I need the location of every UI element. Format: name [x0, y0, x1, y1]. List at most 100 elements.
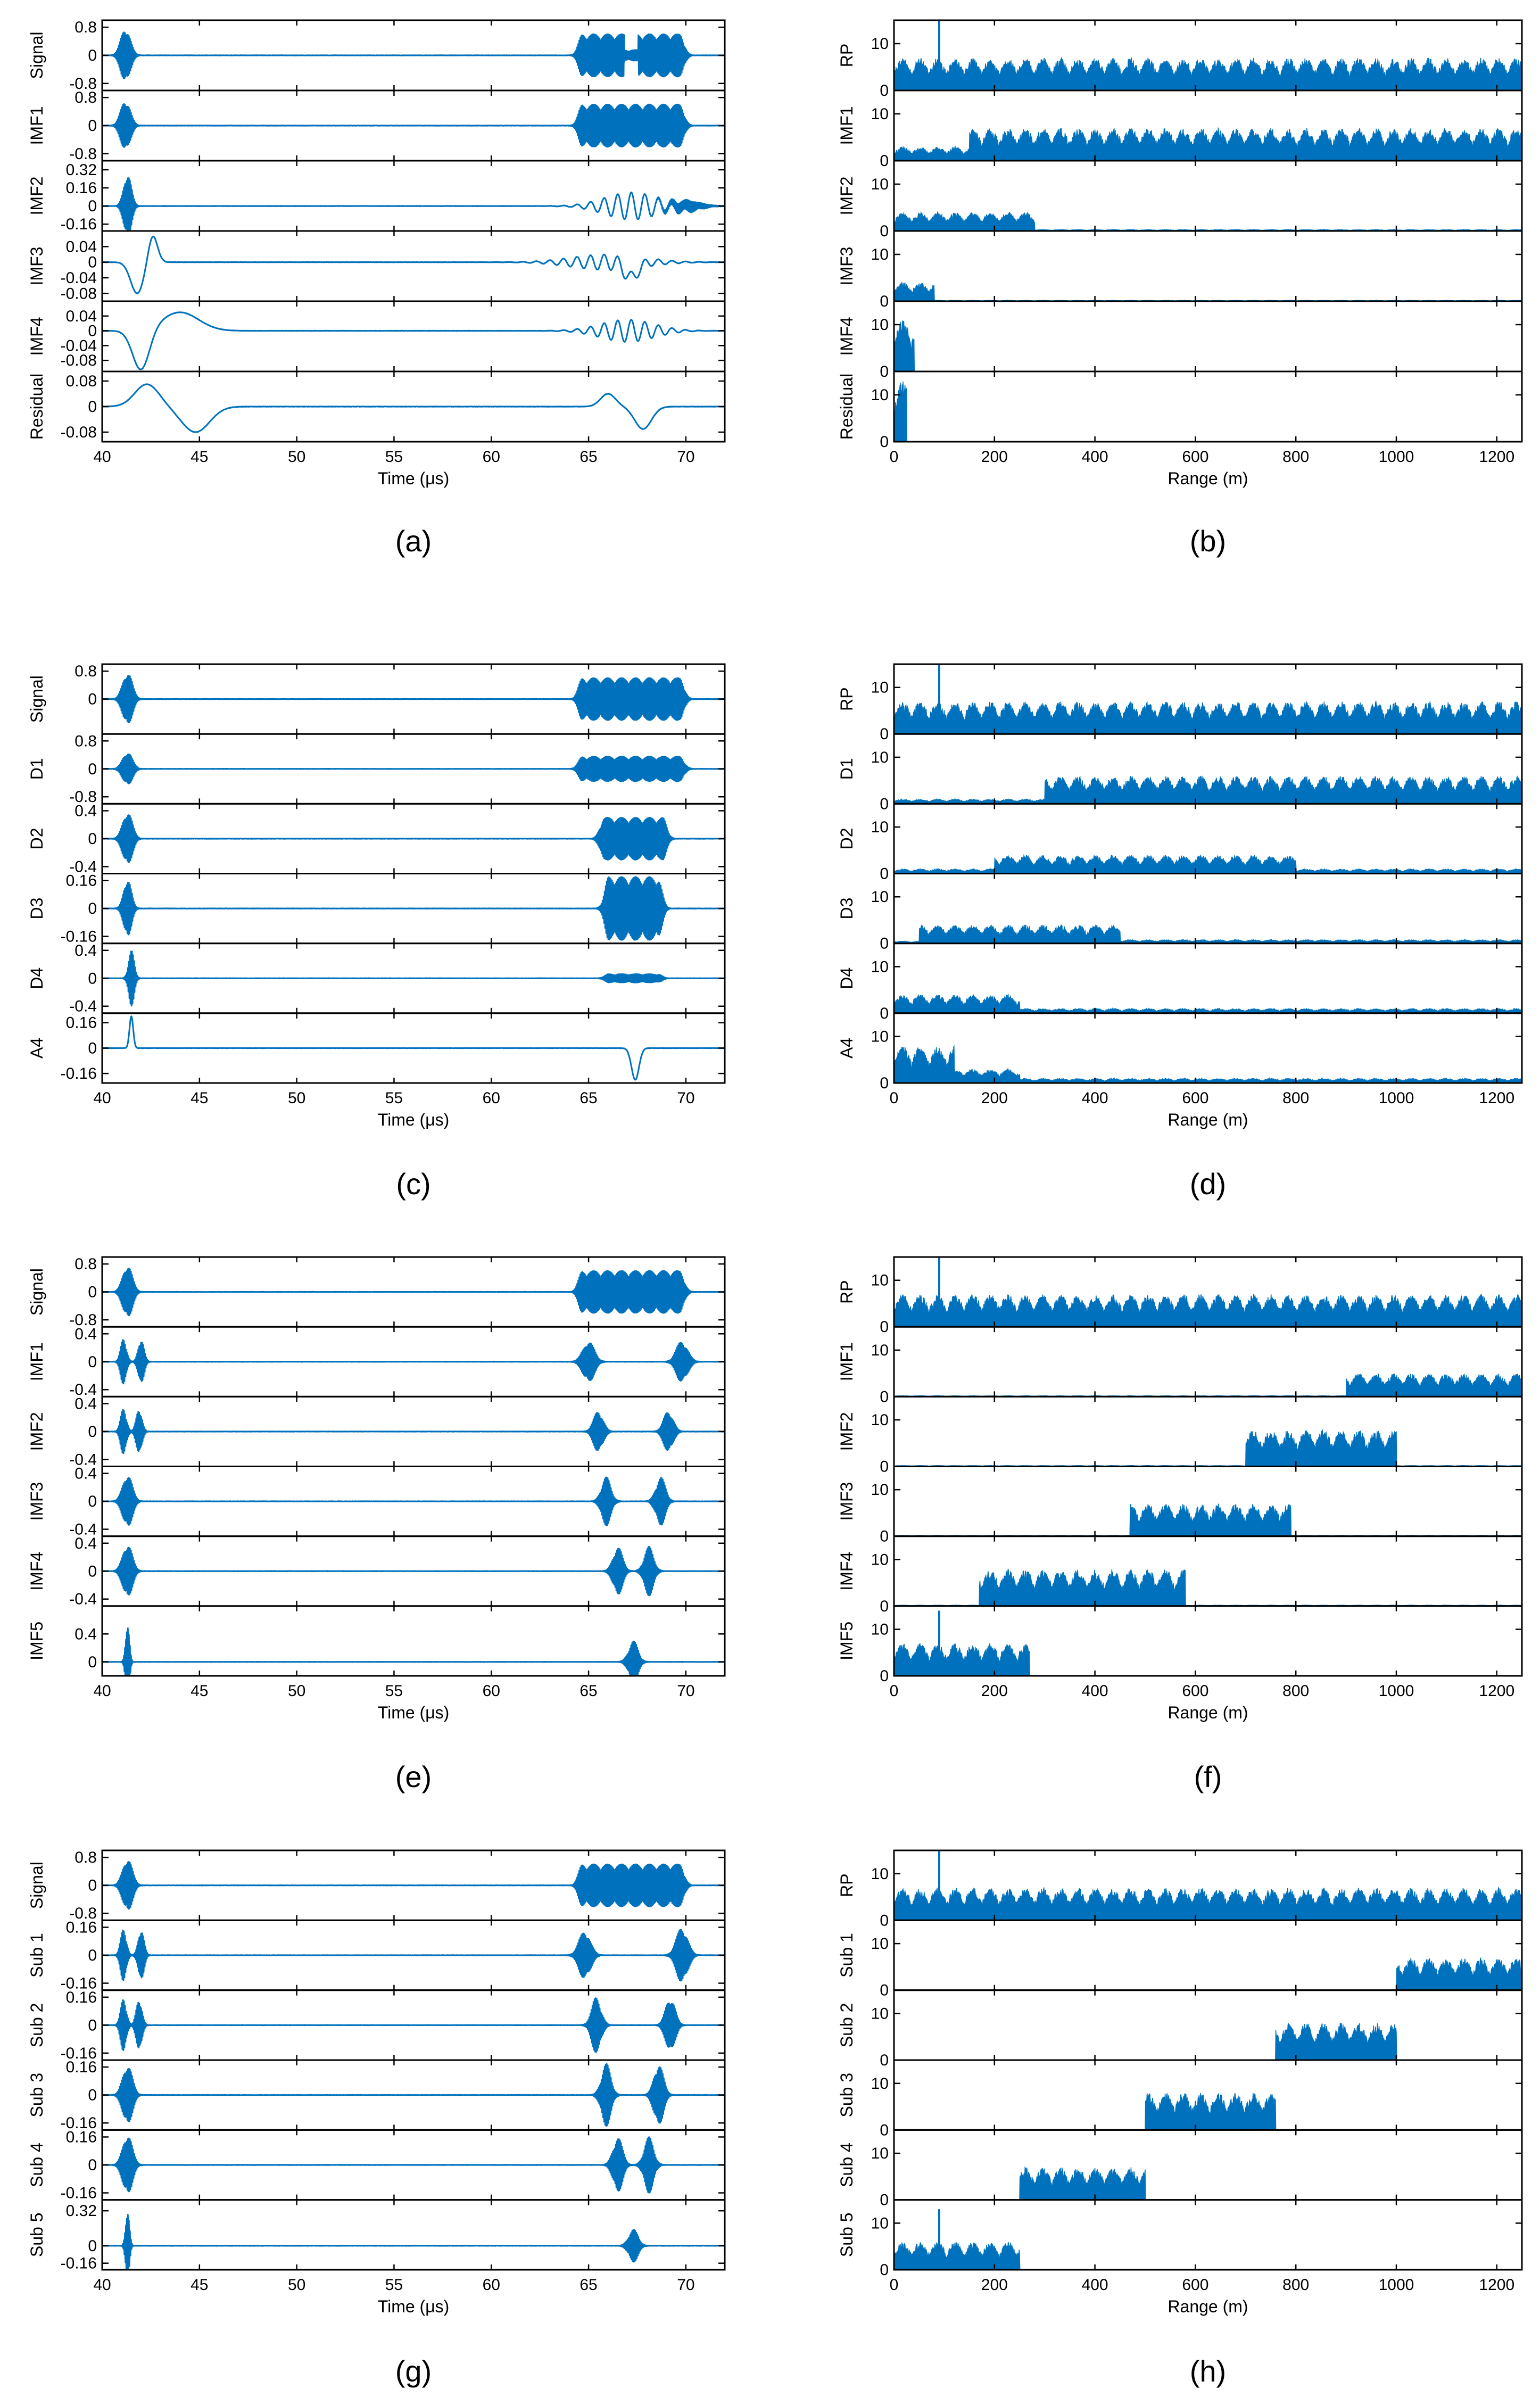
- xtick-label: 0: [890, 1089, 899, 1107]
- xtick-label: 0: [890, 1682, 899, 1700]
- x-axis-label: Time (μs): [378, 1703, 450, 1722]
- ytick-label: -0.4: [69, 1521, 97, 1539]
- ytick-label: 0: [88, 2237, 97, 2255]
- subplot-d-d1: 0 10 D1: [837, 733, 1523, 813]
- ytick-label: -0.16: [61, 216, 97, 233]
- panel-c: 0.8 0 Signal 0.8 0 -0.8 D1 0.4 0 -0.4 D2 0.16 0 -0.16…: [27, 663, 726, 1201]
- area-d-2: [894, 854, 1522, 874]
- series-label: IMF3: [837, 247, 856, 286]
- area-h-0: [894, 1887, 1522, 1921]
- ytick-label: 0.32: [66, 2202, 97, 2220]
- series-label: RP: [837, 687, 856, 710]
- ytick-label: 0: [880, 152, 889, 170]
- ytick-label: 10: [871, 1028, 889, 1046]
- ytick-label: 0.16: [66, 872, 97, 890]
- xtick-label: 50: [288, 1089, 305, 1107]
- panel-a: 0.80-0.8Signal0.80-0.8IMF10.320.160-0.16…: [27, 19, 726, 558]
- trace-a-5: [102, 383, 725, 433]
- ytick-label: 0.8: [74, 1849, 97, 1866]
- ytick-label: 0.4: [74, 1465, 97, 1483]
- xtick-label: 1200: [1479, 1682, 1514, 1700]
- trace-g-2: [102, 1997, 725, 2053]
- x-axis-label: Time (μs): [378, 469, 450, 488]
- axes-frame: [893, 1989, 1523, 2061]
- series-label: IMF4: [27, 1552, 46, 1591]
- trace-g-3: [102, 2063, 725, 2127]
- ytick-label: 0.8: [74, 732, 97, 750]
- xtick-label: 55: [385, 448, 403, 466]
- ytick-label: 0: [88, 1653, 97, 1671]
- trace-c-3: [102, 876, 725, 941]
- ytick-label: -0.4: [69, 998, 97, 1015]
- xtick-label: 40: [93, 1682, 111, 1700]
- axes-frame: [893, 1395, 1523, 1467]
- trace-g-1: [102, 1929, 725, 1982]
- area-h-4: [894, 2166, 1522, 2200]
- xtick-label: 200: [981, 1682, 1008, 1700]
- ytick-label: 0.08: [66, 373, 97, 390]
- series-label: Sub 5: [837, 2213, 856, 2258]
- subplot-f-imf3: 0 10 IMF3: [837, 1466, 1523, 1545]
- area-b-2: [894, 211, 1522, 231]
- series-label: D1: [837, 758, 856, 780]
- ytick-label: -0.8: [69, 1311, 97, 1329]
- ytick-label: 0: [880, 1318, 889, 1336]
- subplot-c-d3: 0.16 0 -0.16 D3: [27, 872, 726, 946]
- x-axis-label: Range (m): [1168, 1110, 1248, 1129]
- area-d-4: [894, 993, 1522, 1013]
- ytick-label: 0: [88, 760, 97, 778]
- subplot-c-d1: 0.8 0 -0.8 D1: [27, 732, 726, 806]
- ytick-label: 0: [88, 2156, 97, 2174]
- series-label: Sub 3: [837, 2073, 856, 2118]
- series-label: Residual: [837, 374, 856, 440]
- ytick-label: 10: [871, 2075, 889, 2093]
- ytick-label: 0: [880, 2121, 889, 2139]
- subplot-b-imf1: 0 10 IMF1: [837, 89, 1523, 170]
- subplot-e-imf4: 0.4 0 -0.4 IMF4: [27, 1535, 726, 1608]
- ytick-label: 0: [88, 1493, 97, 1510]
- subplot-a-imf2: 0.320.160-0.16 IMF2: [27, 160, 726, 233]
- ytick-label: 0.8: [74, 89, 97, 106]
- trace-a-2: [102, 177, 725, 231]
- ytick-label: -0.16: [61, 2255, 97, 2272]
- subplot-c-signal: 0.8 0 Signal: [27, 663, 726, 735]
- ytick-label: 10: [871, 749, 889, 766]
- ytick-label: 0: [88, 1877, 97, 1895]
- subplot-d-d3: 0 10 D3: [837, 873, 1523, 953]
- ytick-label: 0: [88, 2087, 97, 2104]
- ytick-label: -0.16: [61, 2114, 97, 2132]
- xtick-label: 50: [288, 1682, 305, 1700]
- trace-e-2: [102, 1409, 725, 1454]
- ytick-label: 0.4: [74, 942, 97, 960]
- xtick-label: 45: [191, 1682, 208, 1700]
- area-d-1: [894, 775, 1522, 804]
- subplot-b-imf2: 0 10 IMF2: [837, 160, 1523, 240]
- ytick-label: 0.32: [66, 161, 97, 179]
- ytick-label: 0.8: [74, 1255, 97, 1273]
- axes-frame: [101, 300, 726, 373]
- panel-caption: (a): [395, 524, 432, 558]
- ytick-label: 10: [871, 386, 889, 404]
- ytick-label: 0: [880, 293, 889, 310]
- ytick-label: -0.04: [61, 269, 97, 287]
- series-label: RP: [837, 1873, 856, 1897]
- ytick-label: 10: [871, 176, 889, 193]
- xtick-label: 1200: [1479, 448, 1514, 466]
- series-label: Sub 2: [27, 2003, 46, 2048]
- panel-b: 0 10 RP 0 10 IMF1 0 10 IMF2 0 10 IMF3 0 10 IMF4 0 10 Resi…: [837, 19, 1523, 558]
- area-f-0: [894, 1293, 1522, 1327]
- subplot-a-residual: 0.08 0 -0.08 Residual: [27, 370, 726, 443]
- series-label: IMF3: [27, 1482, 46, 1521]
- subplot-a-imf1: 0.8 0 -0.8 IMF1: [27, 89, 726, 163]
- panel-caption: (e): [395, 1760, 432, 1793]
- subplot-g-sub-5: 0.32 0-0.16 Sub 5: [27, 2199, 726, 2272]
- trace-a-1: [102, 103, 725, 148]
- panel-h: 0 10 RP 0 10 Sub 1 0 10 Sub 2 0 10 Sub 3 0 10 Sub 4 0 10…: [837, 1849, 1523, 2388]
- ytick-label: 0.4: [74, 802, 97, 820]
- subplot-h-sub-4: 0 10 Sub 4: [837, 2129, 1523, 2209]
- ytick-label: 0: [880, 1074, 889, 1092]
- ytick-label: 10: [871, 35, 889, 53]
- xtick-label: 65: [579, 448, 597, 466]
- xtick-label: 1000: [1379, 1089, 1414, 1107]
